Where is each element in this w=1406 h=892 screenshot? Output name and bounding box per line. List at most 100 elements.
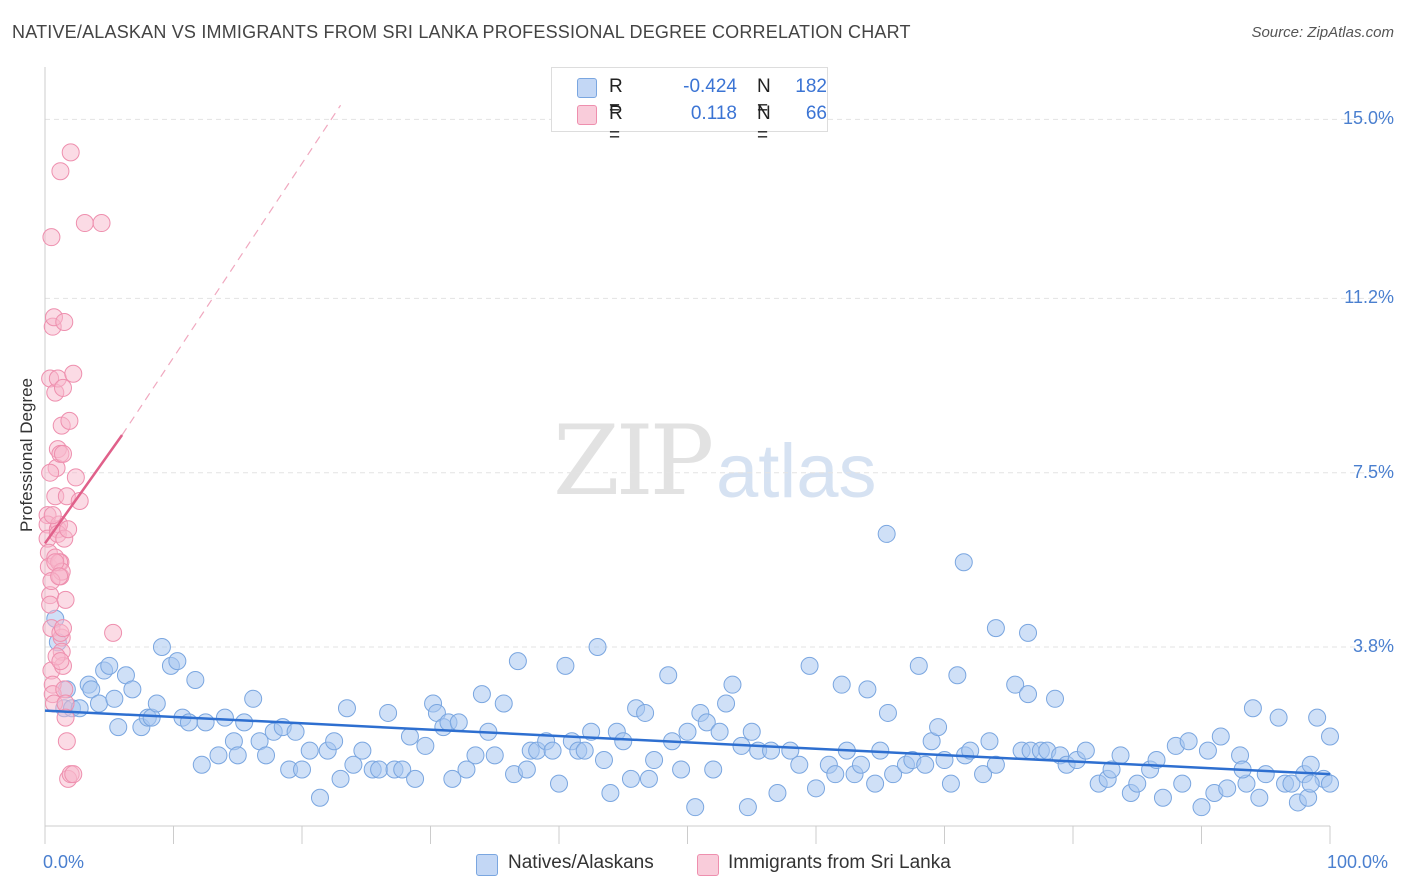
bottom-legend-swatch-srilanka <box>697 854 719 876</box>
point-natives-34 <box>257 746 276 765</box>
point-srilanka-41 <box>64 364 83 383</box>
point-natives-183 <box>1321 727 1339 746</box>
trend-lines <box>43 104 1331 776</box>
legend-n-label: N = <box>757 103 771 146</box>
point-natives-118 <box>858 680 877 699</box>
point-natives-160 <box>1192 798 1211 817</box>
point-natives-131 <box>948 666 967 685</box>
point-natives-95 <box>686 798 705 817</box>
point-natives-86 <box>621 769 640 788</box>
x-tick-max: 100.0% <box>1327 852 1389 872</box>
point-natives-40 <box>300 741 319 760</box>
correlation-legend: R = -0.424 N = 182 R = 0.118 N = 66 <box>551 67 828 146</box>
point-natives-32 <box>244 689 263 708</box>
point-srilanka-48 <box>66 468 85 487</box>
point-natives-151 <box>1111 746 1130 765</box>
point-natives-104 <box>742 722 761 741</box>
series-srilanka-points <box>38 143 123 788</box>
point-natives-103 <box>738 798 757 817</box>
point-natives-143 <box>1046 689 1065 708</box>
point-natives-139 <box>1019 685 1038 704</box>
point-natives-61 <box>449 713 468 732</box>
y-tick-label-2: 11.2% <box>1344 287 1394 308</box>
point-srilanka-45 <box>53 444 72 463</box>
point-natives-75 <box>550 774 568 793</box>
point-natives-28 <box>215 708 234 727</box>
point-natives-130 <box>941 774 960 793</box>
point-natives-125 <box>909 656 928 675</box>
point-natives-41 <box>310 788 329 807</box>
point-natives-159 <box>1179 732 1198 751</box>
legend-n-value-natives: 182 <box>795 76 827 97</box>
legend-n-label: N = <box>757 76 771 119</box>
y-tick-label-1: 7.5% <box>1352 461 1394 482</box>
point-natives-178 <box>1321 774 1339 793</box>
point-natives-44 <box>331 769 350 788</box>
trend-line-natives <box>44 709 1331 776</box>
point-natives-153 <box>1128 774 1147 793</box>
watermark-atlas: atlas <box>716 429 877 514</box>
legend-r-value-srilanka: 0.118 <box>690 103 737 124</box>
gridlines <box>45 118 1390 648</box>
point-natives-30 <box>228 746 247 765</box>
watermark-zip: ZIP <box>553 405 714 517</box>
point-natives-46 <box>344 755 363 774</box>
point-srilanka-29 <box>42 228 61 247</box>
point-natives-111 <box>807 779 825 798</box>
point-natives-98 <box>704 760 723 779</box>
point-natives-107 <box>768 784 787 803</box>
point-srilanka-65 <box>50 567 69 586</box>
point-natives-27 <box>209 746 228 765</box>
point-natives-121 <box>878 703 897 722</box>
point-natives-109 <box>790 755 809 774</box>
point-natives-55 <box>416 736 435 755</box>
point-natives-94 <box>678 722 697 741</box>
trend-line-srilanka <box>43 434 124 545</box>
point-natives-172 <box>1282 774 1301 793</box>
point-natives-100 <box>717 694 736 713</box>
point-natives-14 <box>123 680 142 699</box>
point-natives-83 <box>601 784 620 803</box>
y-tick-label-3: 15.0% <box>1342 108 1394 129</box>
x-tick-min: 0.0% <box>43 852 85 872</box>
point-natives-117 <box>851 755 870 774</box>
point-natives-97 <box>697 713 716 732</box>
point-natives-82 <box>594 751 613 770</box>
point-natives-169 <box>1256 765 1275 784</box>
point-natives-53 <box>400 727 419 746</box>
point-natives-135 <box>980 732 999 751</box>
series-natives-points <box>46 524 1339 817</box>
point-natives-114 <box>832 675 851 694</box>
point-srilanka-46 <box>41 463 60 482</box>
point-natives-106 <box>762 741 781 760</box>
point-srilanka-32 <box>75 214 94 233</box>
point-natives-89 <box>639 769 658 788</box>
point-srilanka-31 <box>61 143 80 162</box>
point-natives-18 <box>147 694 166 713</box>
point-srilanka-63 <box>51 652 70 671</box>
point-natives-126 <box>916 755 935 774</box>
trend-line-srilanka-extended <box>121 104 342 436</box>
legend-n-value-srilanka: 66 <box>805 103 827 124</box>
point-natives-91 <box>659 666 678 685</box>
point-natives-79 <box>575 741 594 760</box>
point-natives-179 <box>877 524 896 543</box>
point-natives-62 <box>457 760 476 779</box>
point-natives-168 <box>1250 788 1269 807</box>
point-natives-67 <box>494 694 513 713</box>
point-natives-90 <box>645 751 664 770</box>
point-natives-52 <box>393 760 412 779</box>
axes <box>44 67 1331 844</box>
point-natives-93 <box>672 760 691 779</box>
point-srilanka-50 <box>43 506 62 525</box>
bottom-legend-label-srilanka: Immigrants from Sri Lanka <box>728 852 951 873</box>
point-natives-101 <box>723 675 742 694</box>
legend-r-label: R = <box>609 103 623 146</box>
bottom-legend-swatch-natives <box>476 854 498 876</box>
point-natives-49 <box>370 760 389 779</box>
point-natives-43 <box>325 732 344 751</box>
point-natives-24 <box>186 670 205 689</box>
point-natives-76 <box>556 656 575 675</box>
point-natives-81 <box>588 637 607 656</box>
